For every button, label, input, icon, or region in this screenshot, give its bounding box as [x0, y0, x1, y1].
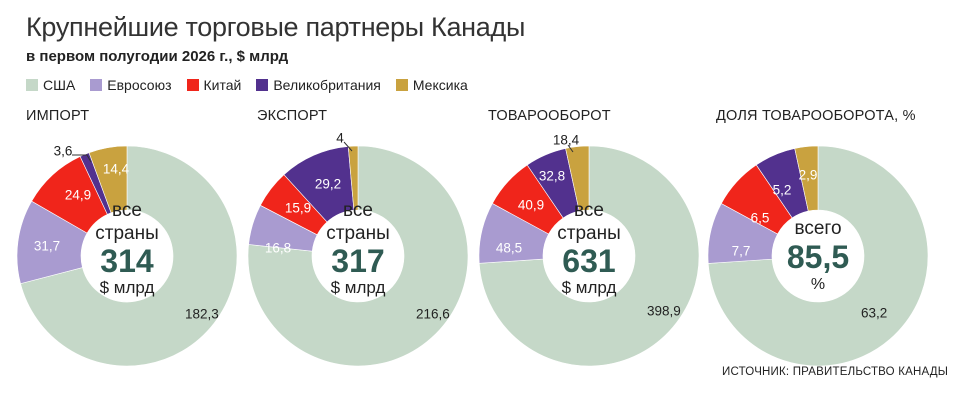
legend-swatch	[186, 79, 199, 91]
center-total-value: 631	[562, 243, 615, 279]
chart-title: Крупнейшие торговые партнеры Канады	[26, 12, 526, 42]
legend-item-china: Китай	[186, 77, 242, 93]
center-unit: $ млрд	[100, 278, 155, 297]
center-caption: страны	[326, 223, 390, 244]
slice-usa	[707, 145, 929, 367]
center-caption: все	[574, 200, 604, 221]
legend-label: Евросоюз	[107, 77, 172, 93]
legend-item-eu: Евросоюз	[90, 77, 172, 93]
panel-title-export: ЭКСПОРТ	[257, 108, 328, 124]
slice-mexico	[347, 145, 359, 211]
center-unit: $ млрд	[331, 278, 386, 297]
legend-item-usa: США	[26, 77, 75, 93]
center-caption: всего	[794, 218, 841, 239]
slice-label-eu: 7,7	[732, 244, 751, 259]
slice-usa	[478, 145, 700, 367]
slice-mexico	[794, 145, 819, 212]
slice-label-mexico: 14,4	[103, 162, 130, 177]
source-note: ИСТОЧНИК: ПРАВИТЕЛЬСТВО КАНАДЫ	[722, 366, 949, 378]
slice-label-uk: 29,2	[315, 177, 341, 192]
legend-swatch	[26, 79, 38, 91]
leader-line	[72, 154, 92, 163]
slice-label-uk: 32,8	[539, 169, 565, 184]
slice-label-usa: 182,3	[185, 307, 219, 322]
center-caption: страны	[95, 223, 159, 244]
center-total-value: 314	[100, 243, 154, 279]
panel-title-import: ИМПОРТ	[26, 108, 90, 124]
slice-label-china: 40,9	[518, 198, 544, 213]
slice-label-china: 15,9	[285, 201, 311, 216]
slice-mexico	[88, 145, 128, 214]
legend-item-mexico: Мексика	[395, 77, 468, 93]
slice-label-mexico: 2,9	[799, 168, 818, 183]
center-caption: все	[112, 200, 142, 221]
slice-label-usa: 398,9	[647, 304, 681, 319]
slice-label-uk: 5,2	[773, 183, 792, 198]
center-unit: $ млрд	[562, 278, 617, 297]
slice-label-china: 6,5	[751, 211, 770, 226]
legend-item-uk: Великобритания	[256, 77, 381, 93]
legend-swatch	[256, 79, 269, 91]
slice-label-uk: 3,6	[54, 144, 73, 159]
legend: США Евросоюз Китай Великобритания Мексик…	[26, 77, 483, 93]
center-total-value: 317	[331, 243, 384, 279]
slice-label-eu: 31,7	[34, 239, 60, 254]
chart-subtitle: в первом полугодии 2026 г., $ млрд	[26, 48, 289, 65]
legend-label: Великобритания	[273, 77, 381, 93]
center-total-value: 85,5	[787, 239, 849, 275]
leader-line	[567, 144, 574, 153]
legend-label: США	[43, 77, 76, 93]
center-caption: страны	[557, 223, 621, 244]
slice-label-mexico: 4	[336, 131, 344, 146]
legend-label: Китай	[203, 77, 242, 93]
slice-label-mexico: 18,4	[553, 133, 580, 148]
leader-line	[343, 141, 353, 152]
slice-label-eu: 48,5	[496, 241, 522, 256]
slice-label-eu: 16,8	[265, 241, 291, 256]
center-caption: все	[343, 200, 373, 221]
panel-title-share: ДОЛЯ ТОВАРООБОРОТА, %	[716, 108, 916, 124]
panel-title-turnover: ТОВАРООБОРОТ	[488, 108, 611, 124]
legend-swatch	[395, 79, 408, 91]
slice-label-usa: 216,6	[416, 307, 450, 322]
slice-usa	[20, 145, 238, 367]
legend-label: Мексика	[412, 77, 468, 93]
slice-usa	[247, 145, 469, 367]
slice-label-usa: 63,2	[861, 306, 887, 321]
center-unit: %	[811, 276, 825, 293]
slice-label-china: 24,9	[65, 188, 91, 203]
legend-swatch	[90, 79, 103, 91]
slice-mexico	[565, 145, 590, 212]
